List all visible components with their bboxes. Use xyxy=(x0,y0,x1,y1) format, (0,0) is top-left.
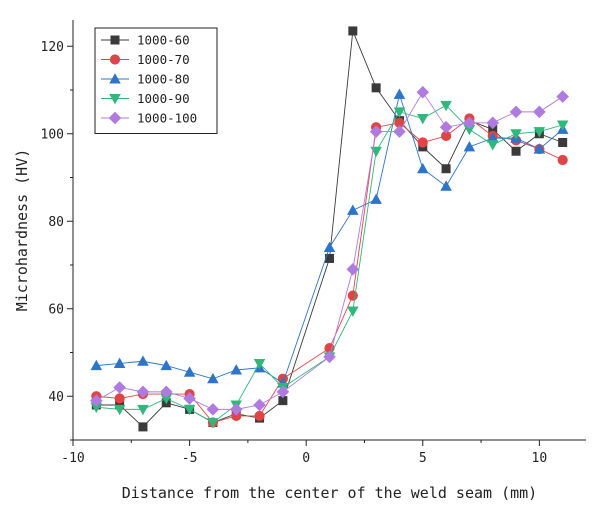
series-1000-70 xyxy=(91,113,568,428)
legend-label: 1000-70 xyxy=(137,52,190,67)
data-point xyxy=(533,143,546,154)
legend-label: 1000-90 xyxy=(137,91,190,106)
data-point xyxy=(183,366,196,377)
data-point xyxy=(137,355,149,366)
data-point xyxy=(486,140,499,151)
data-point xyxy=(347,204,359,215)
data-point xyxy=(486,116,500,130)
data-point xyxy=(463,116,476,130)
data-point xyxy=(110,35,120,45)
legend-item: 1000-70 xyxy=(101,52,190,67)
data-point xyxy=(347,290,358,301)
data-point xyxy=(556,90,569,103)
data-point xyxy=(113,404,126,416)
data-point xyxy=(370,193,382,204)
x-tick-label: -5 xyxy=(182,451,198,466)
legend-label: 1000-100 xyxy=(137,111,197,126)
series-line xyxy=(96,104,563,424)
data-point xyxy=(207,372,219,384)
data-point xyxy=(533,127,546,138)
y-axis-title: Microhardness (HV) xyxy=(13,149,31,312)
data-point xyxy=(371,83,381,93)
data-point xyxy=(441,164,451,174)
data-point xyxy=(416,85,430,99)
data-point xyxy=(253,398,266,412)
legend: 1000-60 1000-70 1000-80 1000-90 1000-100 xyxy=(94,27,218,134)
x-tick-label: 5 xyxy=(419,451,427,466)
x-axis-title: Distance from the center of the weld sea… xyxy=(122,484,537,502)
y-tick-label: 100 xyxy=(41,127,64,142)
y-tick-label: 60 xyxy=(48,302,64,317)
data-point xyxy=(323,241,336,252)
legend-label: 1000-80 xyxy=(137,72,190,87)
y-tick-label: 120 xyxy=(41,40,64,55)
data-point xyxy=(323,350,336,364)
data-point xyxy=(557,154,568,166)
x-tick-label: 0 xyxy=(302,451,310,466)
data-point xyxy=(393,125,406,138)
data-point xyxy=(229,403,243,416)
data-point xyxy=(417,162,429,174)
data-point xyxy=(417,137,428,148)
data-point xyxy=(137,404,149,416)
data-point xyxy=(369,125,383,138)
legend-item: 1000-80 xyxy=(101,72,190,87)
series-1000-90 xyxy=(90,100,569,429)
data-point xyxy=(511,146,521,156)
data-point xyxy=(556,120,569,131)
x-tick-label: -10 xyxy=(61,451,84,466)
data-point xyxy=(558,138,568,148)
data-point xyxy=(206,403,220,416)
data-point xyxy=(509,105,523,119)
data-point xyxy=(183,392,196,405)
series-layer xyxy=(90,26,569,432)
data-point xyxy=(440,100,452,112)
data-point xyxy=(230,364,242,375)
data-point xyxy=(347,306,359,317)
legend-item: 1000-90 xyxy=(101,91,190,106)
data-point xyxy=(276,385,290,399)
data-point xyxy=(136,385,150,399)
data-point xyxy=(417,113,429,125)
legend-item: 1000-100 xyxy=(101,111,197,126)
data-point xyxy=(109,73,121,84)
data-point xyxy=(393,107,406,118)
data-point xyxy=(114,393,125,404)
series-line xyxy=(96,117,563,424)
data-point xyxy=(393,88,406,99)
legend-label: 1000-60 xyxy=(137,33,190,48)
data-point xyxy=(440,180,452,191)
y-tick-label: 80 xyxy=(48,215,64,230)
data-point xyxy=(108,111,122,125)
data-point xyxy=(160,359,173,371)
data-point xyxy=(138,422,148,432)
data-point xyxy=(159,385,173,399)
data-point xyxy=(207,417,219,429)
legend-item: 1000-60 xyxy=(101,33,190,48)
data-point xyxy=(346,263,360,276)
data-point xyxy=(109,94,121,105)
y-tick-label: 40 xyxy=(48,390,64,405)
data-point xyxy=(254,410,265,422)
data-point xyxy=(533,105,546,119)
data-point xyxy=(109,54,121,65)
series-1000-100 xyxy=(90,85,569,416)
data-point xyxy=(90,359,103,371)
data-point xyxy=(253,358,266,370)
data-point xyxy=(348,26,358,36)
data-point xyxy=(463,141,476,152)
data-point xyxy=(113,381,126,394)
data-point xyxy=(510,129,522,140)
data-point xyxy=(113,357,126,368)
data-point xyxy=(183,404,196,416)
data-point xyxy=(90,394,103,407)
plot-area: -10 -5 0 5 10 40 60 80 100 120 xyxy=(41,20,586,466)
x-tick-label: 10 xyxy=(532,451,548,466)
data-point xyxy=(439,120,453,134)
